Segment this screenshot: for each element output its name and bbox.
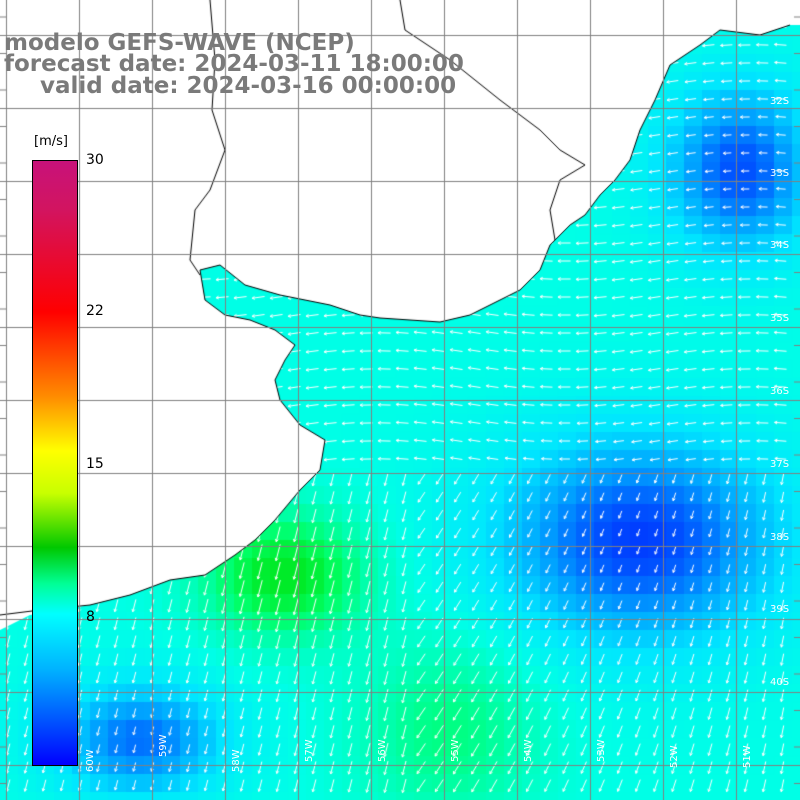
- model-title: modelo GEFS-WAVE (NCEP): [4, 30, 355, 56]
- colorbar-tick-15: 15: [86, 456, 104, 472]
- lon-label-57w: 57W: [304, 739, 315, 762]
- lon-label-54w: 54W: [523, 739, 534, 762]
- lat-label-32s: 32S: [770, 96, 790, 107]
- lat-label-35s: 35S: [770, 313, 790, 324]
- lat-label-38s: 38S: [770, 532, 790, 543]
- lat-label-36s: 36S: [770, 386, 790, 397]
- lat-label-37s: 37S: [770, 459, 790, 470]
- lon-label-58w: 58W: [231, 749, 242, 772]
- lon-label-51w: 51W: [742, 745, 753, 768]
- lon-label-53w: 53W: [596, 739, 607, 762]
- colorbar-unit: [m/s]: [34, 134, 68, 149]
- lat-label-40s: 40S: [770, 677, 790, 688]
- valid-date: valid date: 2024-03-16 00:00:00: [40, 73, 457, 99]
- colorbar: [32, 160, 78, 766]
- colorbar-tick-30: 30: [86, 152, 104, 168]
- lon-label-60w: 60W: [85, 749, 96, 772]
- lon-label-52w: 52W: [669, 745, 680, 768]
- colorbar-tick-22: 22: [86, 303, 104, 319]
- lat-label-33s: 33S: [770, 168, 790, 179]
- forecast-date: forecast date: 2024-03-11 18:00:00: [4, 51, 464, 77]
- colorbar-tick-8: 8: [86, 609, 95, 625]
- lon-label-59w: 59W: [158, 734, 169, 757]
- lon-label-56w: 56W: [377, 739, 388, 762]
- lat-label-39s: 39S: [770, 604, 790, 615]
- lat-label-34s: 34S: [770, 240, 790, 251]
- lon-label-55w: 55W: [450, 739, 461, 762]
